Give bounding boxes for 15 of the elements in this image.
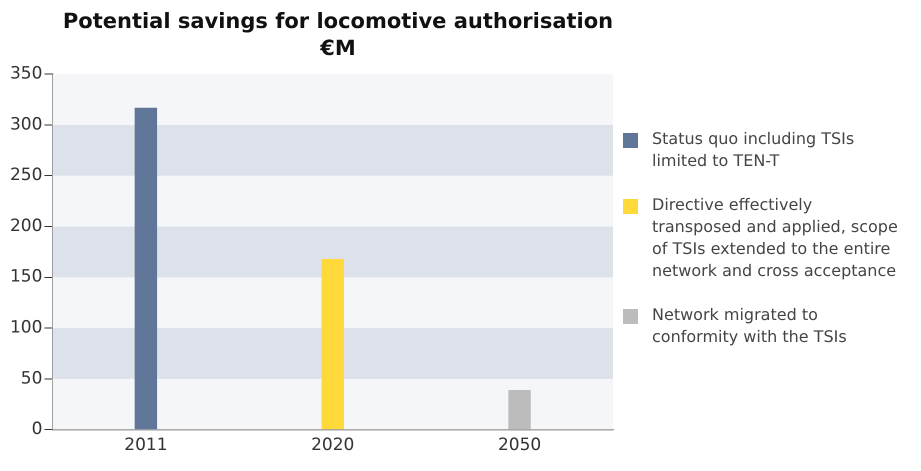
x-tick-label: 2050 [498,435,542,456]
legend-label: Directive effectively transposed and applied, scope of TSIs extended to the entire network and cross acceptance [652,194,899,282]
y-tick-label: 250 [10,165,42,186]
chart-title: Potential savings for locomotive authorisation €M [62,8,614,62]
y-tick-label: 350 [10,64,42,84]
x-tick-label: 2020 [311,435,354,456]
y-tick-label: 0 [32,419,42,440]
legend-label: Status quo including TSIs limited to TEN-T [652,128,856,172]
y-tick-label: 200 [10,216,42,236]
y-tick-label: 150 [10,266,42,287]
y-tick-label: 50 [20,368,42,388]
y-tick-label: 300 [10,114,42,134]
y-tick-label: 100 [10,317,42,338]
x-tick-label: 2011 [124,435,168,456]
legend-label: Network migrated to conformity with the TSIs [652,304,848,348]
